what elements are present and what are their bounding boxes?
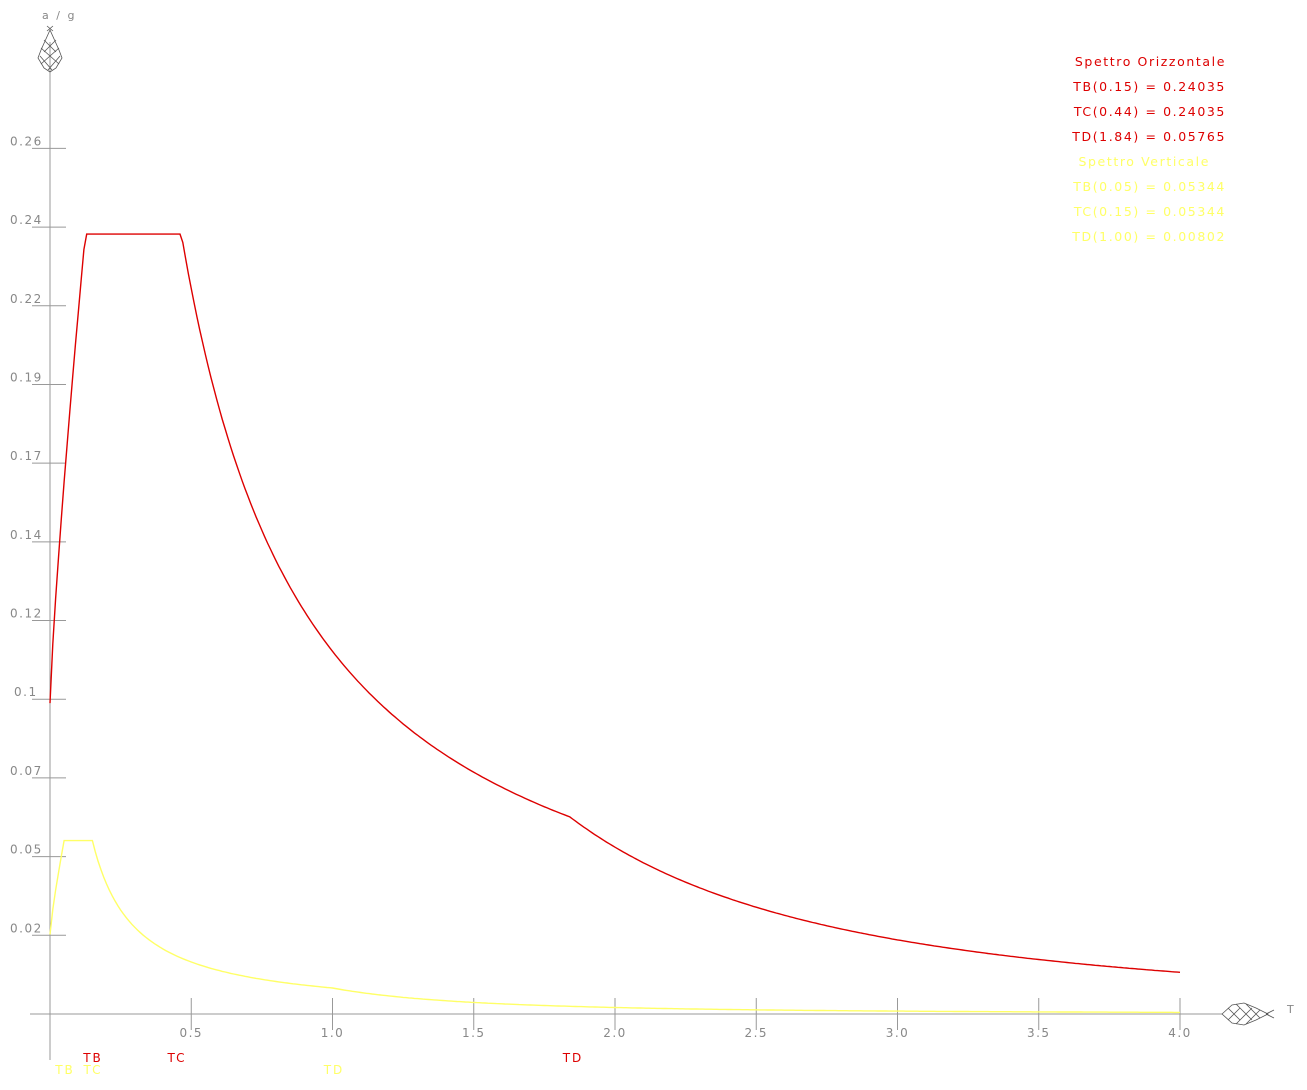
x-ticks: 0.5 1.0 1.5 2.0 2.5 3.0 3.5 4.0 xyxy=(179,998,1192,1040)
legend-vertical-tc: TC(0.15) = 0.05344 xyxy=(1073,204,1226,219)
x-tick-label: 0.5 xyxy=(179,1026,203,1040)
y-tick-label: 0.07 xyxy=(10,764,43,778)
y-tick-label: 0.05 xyxy=(10,843,43,857)
x-tick-label: 4.0 xyxy=(1168,1026,1192,1040)
y-tick-label: 0.22 xyxy=(10,292,43,306)
x-tick-label: 2.5 xyxy=(744,1026,768,1040)
marker-horizontal-tb: TB xyxy=(82,1051,103,1065)
legend-horizontal-tb: TB(0.15) = 0.24035 xyxy=(1072,79,1226,94)
y-axis-arrow-icon xyxy=(37,25,63,73)
y-tick-label: 0.19 xyxy=(10,370,43,384)
y-ticks: 0.02 0.05 0.07 0.1 0.12 0.14 0.17 0.19 0.22 0.24 0… xyxy=(10,134,66,936)
x-axis-title: T xyxy=(1286,1003,1296,1016)
vertical-spectrum-line xyxy=(49,839,1180,1014)
x-tick-label: 1.0 xyxy=(321,1026,345,1040)
marker-vertical-tb: TB xyxy=(54,1063,75,1077)
y-tick-label: 0.24 xyxy=(10,213,43,227)
x-tick-label: 2.0 xyxy=(603,1026,627,1040)
marker-horizontal-td: TD xyxy=(562,1051,584,1065)
marker-horizontal-tc: TC xyxy=(166,1051,186,1065)
x-tick-label: 3.5 xyxy=(1027,1026,1051,1040)
y-tick-label: 0.02 xyxy=(10,921,43,935)
legend-vertical-title: Spettro Verticale xyxy=(1078,154,1210,169)
horizontal-spectrum-line xyxy=(49,233,1181,973)
x-tick-label: 1.5 xyxy=(462,1026,486,1040)
y-axis-title: a / g xyxy=(42,9,76,22)
y-tick-label: 0.17 xyxy=(10,449,43,463)
legend: Spettro Orizzontale TB(0.15) = 0.24035 T… xyxy=(1071,54,1226,244)
x-tick-label: 3.0 xyxy=(886,1026,910,1040)
marker-vertical-tc: TC xyxy=(82,1063,102,1077)
legend-horizontal-td: TD(1.84) = 0.05765 xyxy=(1071,129,1226,144)
marker-vertical-td: TD xyxy=(323,1063,345,1077)
y-tick-label: 0.1 xyxy=(14,685,38,699)
legend-horizontal-tc: TC(0.44) = 0.24035 xyxy=(1073,104,1226,119)
y-tick-label: 0.26 xyxy=(10,134,43,148)
y-tick-label: 0.12 xyxy=(10,607,43,621)
legend-vertical-td: TD(1.00) = 0.00802 xyxy=(1071,229,1226,244)
legend-horizontal-title: Spettro Orizzontale xyxy=(1075,54,1226,69)
legend-vertical-tb: TB(0.05) = 0.05344 xyxy=(1072,179,1226,194)
y-tick-label: 0.14 xyxy=(10,528,43,542)
x-axis-arrow-icon xyxy=(1221,1002,1275,1026)
